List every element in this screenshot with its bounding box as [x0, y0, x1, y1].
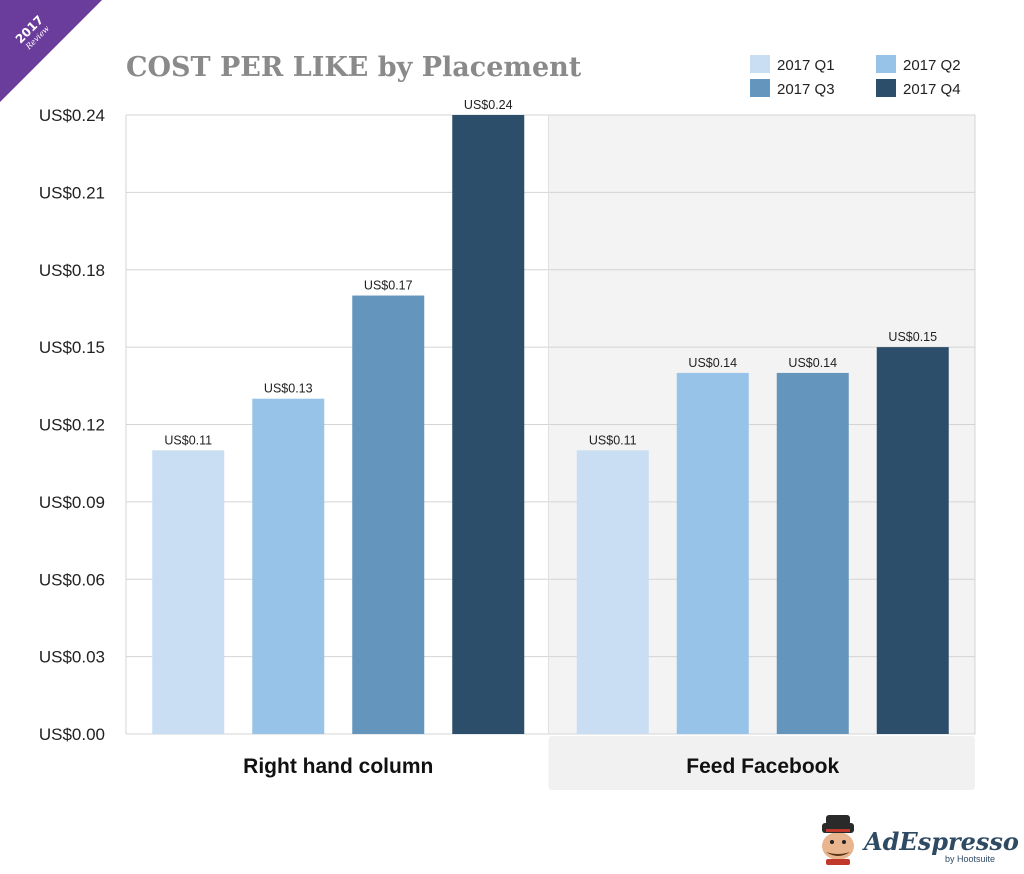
data-label: US$0.11 — [589, 433, 637, 447]
y-tick-label: US$0.06 — [39, 570, 105, 589]
y-tick-label: US$0.21 — [39, 183, 105, 202]
legend-label: 2017 Q1 — [777, 57, 835, 74]
data-label: US$0.14 — [688, 356, 737, 370]
y-tick-label: US$0.12 — [39, 416, 105, 435]
y-tick-label: US$0.03 — [39, 648, 105, 667]
chart-title: COST PER LIKE by Placement — [126, 52, 582, 83]
y-tick-label: US$0.15 — [39, 338, 105, 357]
bar — [352, 295, 425, 734]
bar — [452, 115, 525, 734]
review-badge: 2017 Review — [0, 0, 102, 102]
logo-name: AdEspresso — [862, 827, 1019, 856]
y-tick-label: US$0.24 — [39, 106, 105, 125]
bar — [152, 450, 225, 734]
data-label: US$0.13 — [264, 382, 313, 396]
y-tick-label: US$0.09 — [39, 493, 105, 512]
bars — [152, 115, 949, 734]
bar — [252, 398, 325, 734]
data-label: US$0.24 — [464, 98, 513, 112]
adespresso-logo: AdEspresso by Hootsuite — [822, 815, 1019, 865]
category-label-bg — [548, 736, 975, 790]
logo-byline: by Hootsuite — [945, 854, 995, 864]
legend-swatch — [876, 79, 896, 97]
bar — [676, 372, 749, 734]
legend-label: 2017 Q4 — [903, 81, 961, 98]
data-label: US$0.15 — [888, 330, 937, 344]
x-axis: Right hand column Feed Facebook — [243, 755, 839, 778]
y-axis: US$0.00 US$0.03 US$0.06 US$0.09 US$0.12 US$0.… — [39, 106, 105, 744]
legend-label: 2017 Q2 — [903, 57, 961, 74]
data-label: US$0.14 — [788, 356, 837, 370]
data-label: US$0.17 — [364, 279, 413, 293]
legend-swatch — [876, 55, 896, 73]
mascot-icon — [822, 815, 854, 865]
category-label: Right hand column — [243, 755, 433, 778]
data-label: US$0.11 — [164, 433, 212, 447]
value-labels: US$0.11 US$0.13 US$0.17 US$0.24 US$0.11 US$0.… — [164, 98, 937, 447]
legend-swatch — [750, 79, 770, 97]
y-tick-label: US$0.18 — [39, 261, 105, 280]
badge-ribbon — [0, 0, 102, 102]
legend-swatch — [750, 55, 770, 73]
bar — [876, 347, 949, 734]
legend-label: 2017 Q3 — [777, 81, 835, 98]
bar — [776, 372, 849, 734]
bar — [576, 450, 649, 734]
y-tick-label: US$0.00 — [39, 725, 105, 744]
legend: 2017 Q1 2017 Q2 2017 Q3 2017 Q4 — [750, 55, 961, 98]
category-label: Feed Facebook — [686, 755, 839, 778]
